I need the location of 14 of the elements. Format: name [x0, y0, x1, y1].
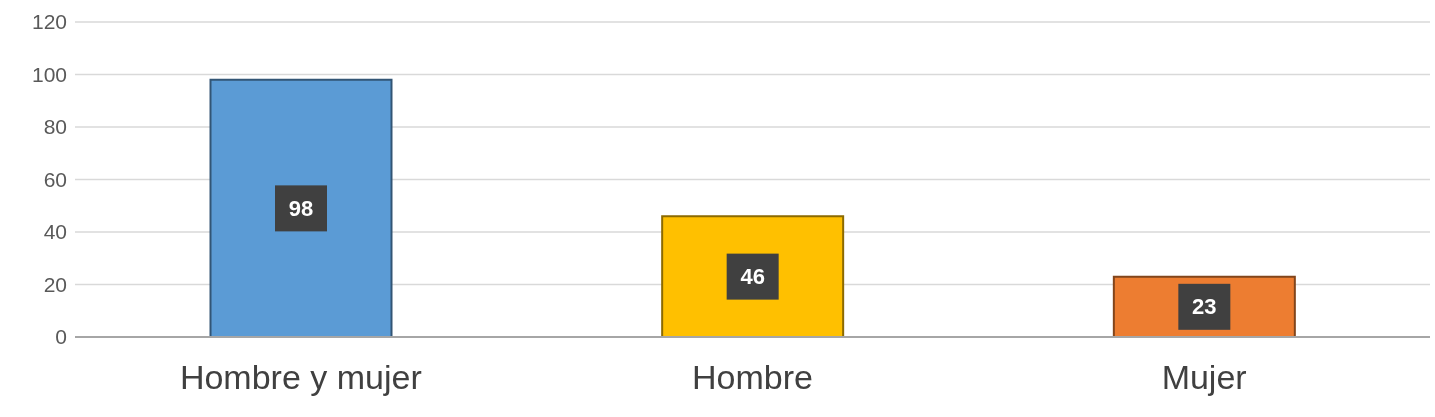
y-tick-label: 120 [31, 10, 67, 34]
bar [209, 78, 393, 337]
data-label: 46 [740, 264, 765, 290]
x-tick-label: Mujer [1161, 358, 1247, 397]
y-tick-label: 40 [43, 220, 67, 244]
data-label: 98 [288, 195, 314, 221]
x-tick-label: Hombre y mujer [179, 358, 422, 397]
x-tick-label: Hombre [692, 358, 813, 397]
y-tick-label: 20 [43, 272, 67, 296]
y-tick-label: 80 [43, 115, 67, 139]
y-tick-label: 0 [55, 325, 67, 349]
y-tick-label: 100 [31, 62, 67, 86]
y-tick-label: 60 [43, 167, 67, 191]
data-label: 23 [1192, 294, 1217, 320]
